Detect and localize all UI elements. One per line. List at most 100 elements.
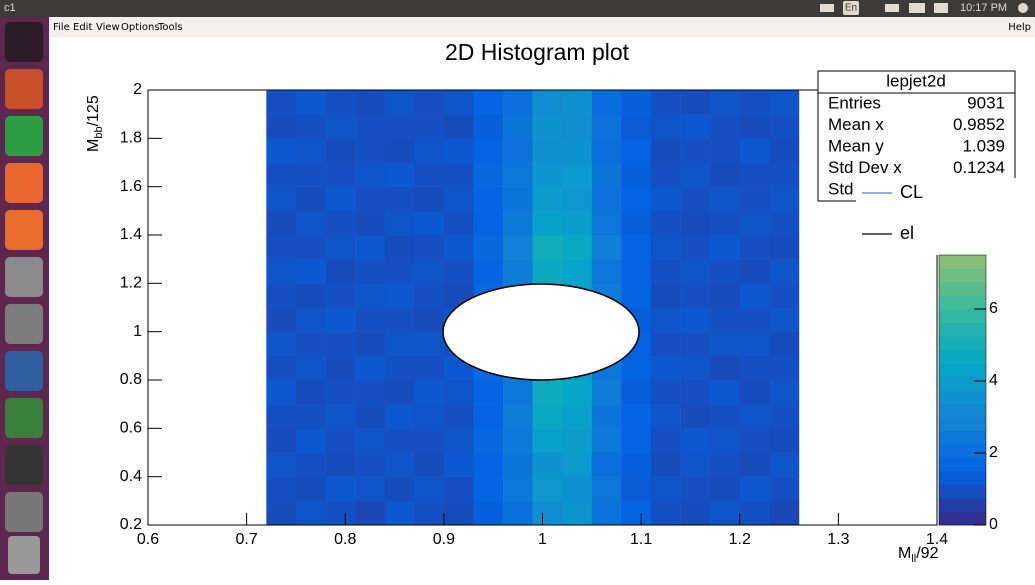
volume-icon[interactable] [934, 3, 948, 13]
heatmap-cell [325, 476, 356, 502]
heatmap-cell [769, 331, 800, 357]
launcher-icon[interactable] [5, 304, 43, 344]
heatmap-cell [532, 90, 563, 115]
colorbar-band [939, 444, 986, 458]
launcher-icon[interactable] [5, 163, 43, 203]
heatmap-cell [266, 138, 297, 163]
heatmap-cell [295, 259, 326, 284]
settings-icon[interactable] [1018, 3, 1028, 13]
heatmap-cell [769, 235, 800, 260]
menu-item[interactable]: Tools [157, 22, 183, 33]
launcher-icon[interactable] [5, 210, 43, 250]
heatmap-cell [650, 235, 681, 260]
launcher-icon[interactable] [5, 492, 43, 532]
launcher-icon[interactable] [5, 257, 43, 297]
heatmap-cell [621, 476, 652, 502]
heatmap-cell [355, 380, 385, 405]
stats-label: Std Dev x [828, 158, 902, 177]
keyboard-layout[interactable]: En [845, 3, 857, 14]
menu-item[interactable]: Options [121, 22, 160, 33]
wifi-icon[interactable] [820, 4, 834, 12]
heatmap-cell [384, 355, 415, 381]
heatmap-cell [532, 500, 563, 526]
heatmap-cell [384, 283, 415, 308]
menu-item[interactable]: File [53, 22, 70, 33]
heatmap-cell [414, 428, 445, 453]
trash-icon[interactable] [8, 536, 40, 574]
heatmap-cell [532, 259, 563, 284]
ellipse [442, 283, 640, 381]
heatmap-cell [769, 114, 800, 139]
x-tick-label: 0.8 [334, 531, 356, 548]
menu-item[interactable]: View [96, 22, 120, 33]
heatmap-cell [739, 331, 770, 357]
heatmap-cell [266, 404, 297, 429]
colorbar-band [939, 363, 986, 377]
colorbar-tick-label: 4 [989, 372, 998, 389]
heatmap-cell [503, 114, 533, 139]
heatmap-cell [680, 428, 711, 453]
battery-icon[interactable] [885, 4, 899, 12]
heatmap-cell [473, 476, 504, 502]
heatmap-cell [355, 452, 385, 477]
heatmap-cell [443, 138, 474, 163]
heatmap-cell [769, 355, 800, 381]
heatmap-cell [266, 355, 297, 381]
heatmap-cell [650, 331, 681, 357]
heatmap-cell [503, 476, 533, 502]
top-bar [0, 0, 1035, 17]
y-axis-label: Mbb/125 [85, 95, 105, 152]
colorbar-band [939, 282, 986, 296]
heatmap-cell [295, 210, 326, 236]
launcher-icon[interactable] [5, 69, 43, 109]
colorbar-band [939, 511, 986, 526]
x-label-sub: ll [911, 553, 916, 565]
heatmap-cell [503, 186, 533, 212]
mail-icon[interactable] [909, 3, 925, 13]
heatmap-cell [443, 452, 474, 477]
y-tick-label: 1.6 [120, 178, 142, 195]
heatmap-cell [503, 235, 533, 260]
menu-help[interactable]: Help [1008, 22, 1031, 33]
heatmap-cell [680, 114, 711, 139]
heatmap-cell [769, 162, 800, 187]
menu-item[interactable]: Edit [73, 22, 92, 33]
keyboard-icon[interactable] [843, 1, 859, 15]
colorbar-band [939, 376, 986, 391]
heatmap-cell [414, 404, 445, 429]
heatmap-cell [295, 500, 326, 526]
launcher-icon[interactable] [5, 351, 43, 391]
heatmap-cell [414, 476, 445, 502]
heatmap-cell [414, 259, 445, 284]
launcher-icon[interactable] [5, 22, 43, 62]
heatmap-cell [680, 235, 711, 260]
heatmap-cell [710, 283, 741, 308]
heatmap-cell [355, 138, 385, 163]
launcher-icon[interactable] [5, 398, 43, 438]
heatmap-cell [325, 283, 356, 308]
heatmap-cell [562, 500, 593, 526]
heatmap-cell [384, 90, 415, 115]
heatmap-cell [295, 476, 326, 502]
y-label-sub: bb [93, 126, 105, 138]
stats-label: Mean x [828, 115, 884, 134]
heatmap-cell [680, 259, 711, 284]
heatmap-cell [710, 210, 741, 236]
heatmap-cell [650, 138, 681, 163]
clock[interactable]: 10:17 PM [960, 2, 1007, 14]
heatmap-cell [355, 259, 385, 284]
launcher-icon[interactable] [5, 445, 43, 485]
y-label-tail: /125 [85, 95, 102, 126]
heatmap-cell [562, 186, 593, 212]
heatmap-cell [384, 452, 415, 477]
heatmap-cell [266, 114, 297, 139]
colorbar-band [939, 268, 986, 283]
launcher-icon[interactable] [5, 116, 43, 156]
heatmap-cell [384, 476, 415, 502]
heatmap-cell [473, 428, 504, 453]
heatmap-cell [473, 114, 504, 139]
colorbar-tick-label: 0 [989, 516, 998, 533]
colorbar-tick-label: 2 [989, 444, 998, 461]
heatmap-cell [384, 186, 415, 212]
y-tick-label: 0.6 [120, 420, 142, 437]
